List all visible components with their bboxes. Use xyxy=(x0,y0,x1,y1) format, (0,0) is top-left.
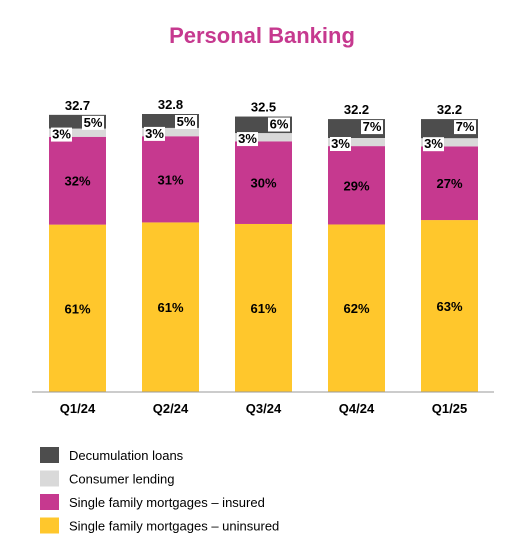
data-label-decumulation-loans-q4-24: 7% xyxy=(363,119,382,134)
x-tick-label-q1-25: Q1/25 xyxy=(432,401,467,416)
total-label-q4-24: 32.2 xyxy=(344,102,369,117)
bar-single-family-mortgages-uninsured-q4-24 xyxy=(328,224,385,392)
label-box-decumulation-q1-24 xyxy=(82,115,104,130)
data-label-single-family-mortgages-uninsured-q4-24: 62% xyxy=(343,301,369,316)
label-box-decumulation-q1-25 xyxy=(454,120,476,135)
data-label-decumulation-loans-q2-24: 5% xyxy=(177,114,196,129)
label-box-consumer-q4-24 xyxy=(330,137,351,152)
bar-consumer-lending-q3-24 xyxy=(235,133,292,142)
bar-single-family-mortgages-insured-q1-25 xyxy=(421,146,478,221)
bar-single-family-mortgages-uninsured-q2-24 xyxy=(142,222,199,392)
legend-swatch-single-family-mortgages-insured xyxy=(40,494,59,510)
total-label-q2-24: 32.8 xyxy=(158,97,183,112)
legend-label-consumer-lending: Consumer lending xyxy=(69,472,175,487)
data-label-consumer-lending-q1-25: 3% xyxy=(424,136,443,151)
data-label-single-family-mortgages-uninsured-q1-24: 61% xyxy=(64,301,90,316)
data-label-single-family-mortgages-uninsured-q2-24: 61% xyxy=(157,300,183,315)
data-label-single-family-mortgages-uninsured-q1-25: 63% xyxy=(436,299,462,314)
bar-consumer-lending-q4-24 xyxy=(328,138,385,147)
data-label-single-family-mortgages-uninsured-q3-24: 61% xyxy=(250,301,276,316)
data-label-consumer-lending-q4-24: 3% xyxy=(331,136,350,151)
data-label-decumulation-loans-q1-25: 7% xyxy=(456,119,475,134)
total-label-q1-25: 32.2 xyxy=(437,102,462,117)
label-box-decumulation-q2-24 xyxy=(175,115,197,129)
bar-single-family-mortgages-insured-q4-24 xyxy=(328,146,385,225)
bar-single-family-mortgages-insured-q2-24 xyxy=(142,136,199,223)
data-label-decumulation-loans-q3-24: 6% xyxy=(270,117,289,132)
bar-consumer-lending-q2-24 xyxy=(142,127,199,137)
legend-label-single-family-mortgages-insured: Single family mortgages – insured xyxy=(69,495,265,510)
data-label-decumulation-loans-q1-24: 5% xyxy=(84,115,103,130)
data-label-consumer-lending-q1-24: 3% xyxy=(52,127,71,142)
data-label-single-family-mortgages-insured-q3-24: 30% xyxy=(250,176,276,191)
legend-swatch-decumulation-loans xyxy=(40,447,59,463)
label-box-consumer-q2-24 xyxy=(144,126,165,141)
x-axis-ticks: Q1/24 Q2/24 Q3/24 Q4/24 Q1/25 xyxy=(60,401,467,416)
label-box-decumulation-q3-24 xyxy=(268,117,290,132)
x-tick-label-q1-24: Q1/24 xyxy=(60,401,96,416)
data-label-single-family-mortgages-insured-q1-25: 27% xyxy=(436,176,462,191)
bar-single-family-mortgages-uninsured-q1-24 xyxy=(49,224,106,392)
label-box-decumulation-q4-24 xyxy=(361,120,383,135)
data-label-consumer-lending-q2-24: 3% xyxy=(145,126,164,141)
total-label-q3-24: 32.5 xyxy=(251,100,276,115)
bars-group: 61% 32% 3% 5% 32.7 61% 31% 3% 5% 32.8 61% 30% 3% 6% 32… xyxy=(49,97,478,392)
label-box-consumer-q1-25 xyxy=(423,137,444,152)
bar-consumer-lending-q1-24 xyxy=(49,128,106,137)
chart-title: Personal Banking xyxy=(169,23,355,48)
total-label-q1-24: 32.7 xyxy=(65,98,90,113)
data-label-single-family-mortgages-insured-q2-24: 31% xyxy=(157,172,183,187)
bar-single-family-mortgages-uninsured-q1-25 xyxy=(421,220,478,392)
bar-single-family-mortgages-insured-q1-24 xyxy=(49,136,106,225)
data-label-consumer-lending-q3-24: 3% xyxy=(238,131,257,146)
x-tick-label-q3-24: Q3/24 xyxy=(246,401,282,416)
label-box-consumer-q3-24 xyxy=(237,132,258,147)
legend-swatch-consumer-lending xyxy=(40,470,59,487)
legend-label-single-family-mortgages-uninsured: Single family mortgages – uninsured xyxy=(69,519,279,534)
data-label-single-family-mortgages-insured-q1-24: 32% xyxy=(64,174,90,189)
legend-swatch-single-family-mortgages-uninsured xyxy=(40,517,59,534)
bar-single-family-mortgages-uninsured-q3-24 xyxy=(235,223,292,392)
bar-consumer-lending-q1-25 xyxy=(421,138,478,147)
label-box-consumer-q1-24 xyxy=(51,127,72,142)
x-tick-label-q4-24: Q4/24 xyxy=(339,401,375,416)
x-tick-label-q2-24: Q2/24 xyxy=(153,401,189,416)
legend: Decumulation loans Consumer lending Single… xyxy=(40,447,279,534)
bar-single-family-mortgages-insured-q3-24 xyxy=(235,141,292,224)
legend-label-decumulation-loans: Decumulation loans xyxy=(69,448,184,463)
data-label-single-family-mortgages-insured-q4-24: 29% xyxy=(343,178,369,193)
